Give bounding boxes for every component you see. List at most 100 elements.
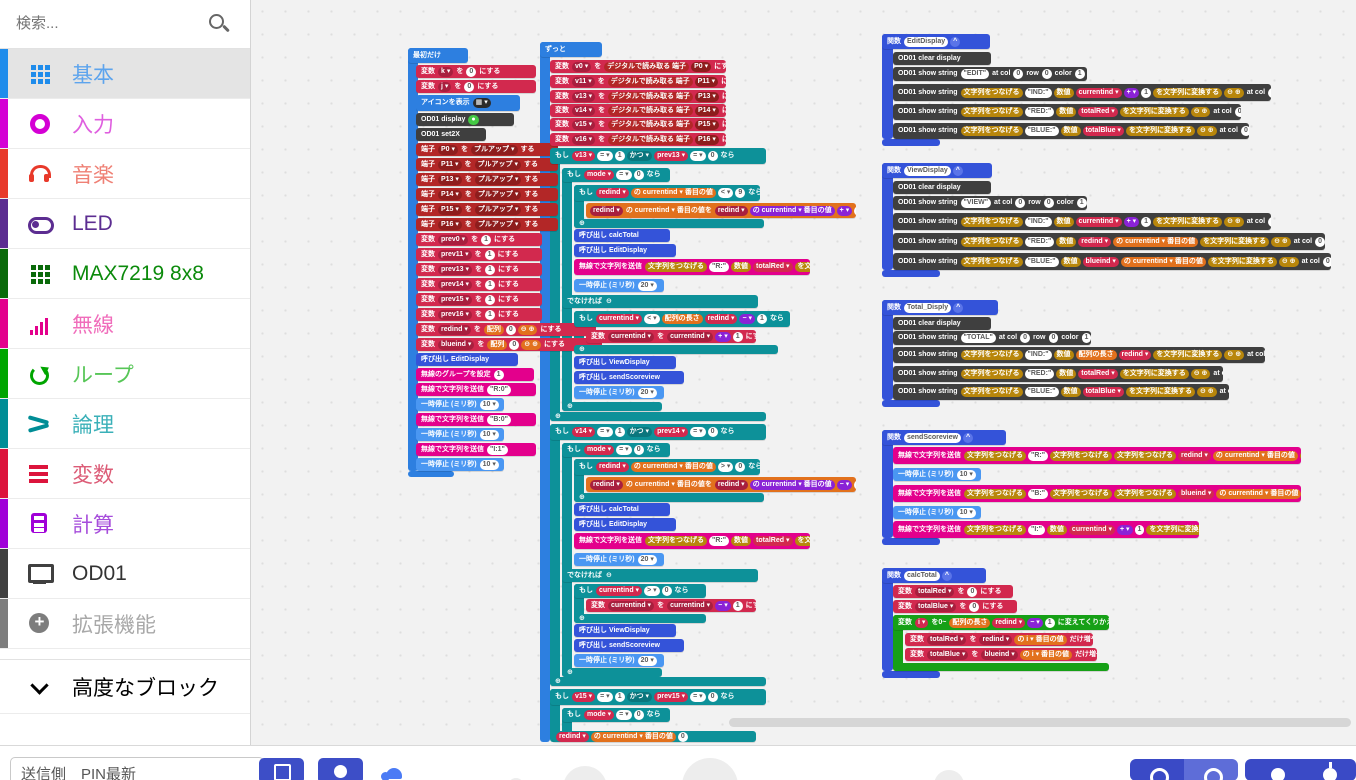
block-row[interactable]: ⊕ <box>574 614 706 623</box>
block-chip[interactable]: − ▾ <box>836 479 853 490</box>
block-chip[interactable]: totalRed ▾ <box>915 586 955 597</box>
block-chip[interactable]: j ▾ <box>438 81 452 92</box>
block-chip[interactable]: − ▾ <box>739 314 756 324</box>
block-row[interactable]: 変数 prev0 ▾ を 1 にする <box>416 233 542 246</box>
block-field[interactable]: 0 <box>1268 87 1271 98</box>
block-chip[interactable]: prev14 ▾ <box>438 279 473 290</box>
block-row[interactable]: OD01 show string "VIEW" at col 0 row 0 color 1 <box>893 196 1087 210</box>
block-row[interactable]: 変数 prev15 ▾ を 1 にする <box>416 293 542 306</box>
block-row[interactable]: 一時停止 (ミリ秒) 20 ▾ <box>574 279 664 292</box>
block-chip[interactable]: − ▾ <box>715 600 731 611</box>
block-field[interactable]: 1 <box>732 331 743 342</box>
block-field[interactable]: 10 ▾ <box>479 459 499 470</box>
save-button[interactable] <box>259 758 304 780</box>
block-row[interactable]: 変数 totalRed ▾ を 0 にする <box>893 585 1013 598</box>
block-chip[interactable]: v14 ▾ <box>572 105 596 116</box>
block-chip[interactable]: redind ▾ <box>1078 236 1112 247</box>
block-row[interactable]: 端子 P15 ▾ をプルアップ ▾ する <box>416 203 558 216</box>
block-row[interactable]: redind ▾ の currentind ▾ 番目の値を redind ▾ の cu… <box>586 203 856 218</box>
sidebar-item-max7219[interactable]: MAX7219 8x8 <box>0 249 250 299</box>
block-row[interactable]: もし v15 ▾ = ▾ 1 かつ ▾ prev15 ▾ = ▾ 0 なら <box>550 689 766 705</box>
block-field[interactable]: sendScoreview <box>904 432 961 443</box>
block-chip[interactable]: ⊖ ⊕ <box>517 324 538 335</box>
block-row[interactable]: 一時停止 (ミリ秒) 10 ▾ <box>893 468 981 481</box>
block-chip[interactable]: totalBlue ▾ <box>1082 387 1124 397</box>
block-chip[interactable]: prev11 ▾ <box>438 249 472 260</box>
block-row[interactable] <box>893 663 1109 671</box>
zoom-out-icon[interactable] <box>1271 768 1285 780</box>
block-row[interactable]: もし currentind ▾ < ▾ 配列の長さ redind ▾ − ▾ 1 なら <box>574 311 790 327</box>
block-chip[interactable]: redind ▾ <box>596 188 629 198</box>
block-row[interactable]: 無線で文字列を送信 "B:0" <box>416 413 536 426</box>
block-chip[interactable]: redind ▾ <box>596 462 629 472</box>
block-row[interactable]: 端子 P11 ▾ をプルアップ ▾ する <box>416 158 558 171</box>
search-input[interactable] <box>14 0 208 46</box>
block-chip[interactable]: の currentind ▾ 番目の値 <box>1120 256 1206 267</box>
block-chip[interactable]: redind ▾ <box>1178 450 1211 461</box>
block-chip[interactable]: ⊕ <box>567 402 573 410</box>
block-chip[interactable]: P16 ▾ <box>694 134 719 145</box>
block-field[interactable]: 0 <box>633 445 644 455</box>
block-field[interactable]: 20 ▾ <box>637 387 657 398</box>
sidebar-item-advanced[interactable]: 高度なブロック <box>0 659 250 714</box>
block-chip[interactable]: ⊕ <box>555 412 561 420</box>
block-field[interactable]: 10 ▾ <box>956 507 976 518</box>
block-row[interactable]: ずっと <box>540 42 602 57</box>
block-row[interactable]: OD01 clear display <box>893 181 991 194</box>
block-row[interactable]: OD01 clear display <box>893 52 991 65</box>
block-chip[interactable]: prev13 ▾ <box>654 151 689 161</box>
block-chip[interactable]: プルアップ ▾ <box>474 219 522 230</box>
block-field[interactable]: 20 ▾ <box>637 655 657 666</box>
blockly-workspace[interactable]: 最初だけ 変数 k ▾ を 0 にする 変数 j ▾ を 0 にする アイコンを表示 ▦ ▾ OD01 d… <box>251 0 1356 745</box>
block-chip[interactable]: ⊖ ⊕ <box>1224 87 1244 98</box>
block-row[interactable]: もし mode ▾ = ▾ 0 なら <box>562 443 670 457</box>
block-chip[interactable]: redind ▾ <box>704 314 738 324</box>
block-chip[interactable]: mode ▾ <box>584 710 615 720</box>
block-chip[interactable]: redind ▾ <box>979 634 1013 645</box>
block-row[interactable]: OD01 show string 文字列をつなげる "IND:" 数値 currenti… <box>893 213 1271 230</box>
block-row[interactable]: 呼び出し calcTotal <box>574 229 670 242</box>
block-row[interactable]: 関数 EditDisplay ^ <box>882 34 990 49</box>
block-row[interactable]: 変数 blueind ▾ を配列 0 ⊖ ⊕ にする <box>416 338 602 351</box>
block-chip[interactable]: プルアップ ▾ <box>471 144 518 155</box>
block-row[interactable]: 無線で文字列を送信 "I:1" <box>416 443 536 456</box>
block-field[interactable]: calcTotal <box>904 570 940 581</box>
undo-button[interactable] <box>1130 759 1184 780</box>
block-row[interactable]: もし mode ▾ = ▾ 0 なら <box>562 708 670 722</box>
block-field[interactable]: Total_Disply <box>904 302 952 313</box>
block-row[interactable]: 無線のグループを設定 1 <box>416 368 534 381</box>
block-row[interactable]: OD01 show string 文字列をつなげる "BLUE:" 数値 blueind… <box>893 253 1331 270</box>
block-chip[interactable]: P11 ▾ <box>694 76 719 87</box>
block-chip[interactable]: currentind ▾ <box>1075 216 1122 227</box>
block-chip[interactable]: redind ▾ <box>556 731 589 742</box>
block-chip[interactable]: prev15 ▾ <box>438 294 473 305</box>
block-chip[interactable]: blueind ▾ <box>438 339 475 350</box>
block-chip[interactable]: ⊖ ⊕ <box>1271 236 1291 247</box>
block-chip[interactable]: P0 ▾ <box>691 61 712 72</box>
block-chip[interactable]: の currentind ▾ 番目の値を <box>625 206 712 214</box>
block-chip[interactable]: の currentind ▾ 番目の値 <box>1216 488 1301 499</box>
block-field[interactable]: 20 ▾ <box>637 280 657 291</box>
search-icon[interactable] <box>208 13 234 35</box>
block-chip[interactable]: プルアップ ▾ <box>474 174 522 185</box>
block-field[interactable]: 0 <box>1043 198 1054 208</box>
block-field[interactable]: 1 <box>1134 524 1145 535</box>
block-field[interactable]: 20 ▾ <box>637 554 657 565</box>
block-row[interactable]: 呼び出し EditDisplay <box>574 244 676 257</box>
block-chip[interactable]: − ▾ <box>1027 617 1043 628</box>
block-field[interactable]: 0 <box>707 427 718 437</box>
block-chip[interactable]: の currentind ▾ 番目の値 <box>1113 236 1199 247</box>
block-chip[interactable]: v13 ▾ <box>572 151 596 161</box>
block-row[interactable]: 関数 ViewDisplay ^ <box>882 163 992 178</box>
sidebar-item-led[interactable]: LED <box>0 199 250 249</box>
block-row[interactable]: 変数 totalBlue ▾ を 0 にする <box>893 600 1017 613</box>
block-chip[interactable]: mode ▾ <box>584 445 615 455</box>
block-chip[interactable]: v0 ▾ <box>572 61 592 72</box>
